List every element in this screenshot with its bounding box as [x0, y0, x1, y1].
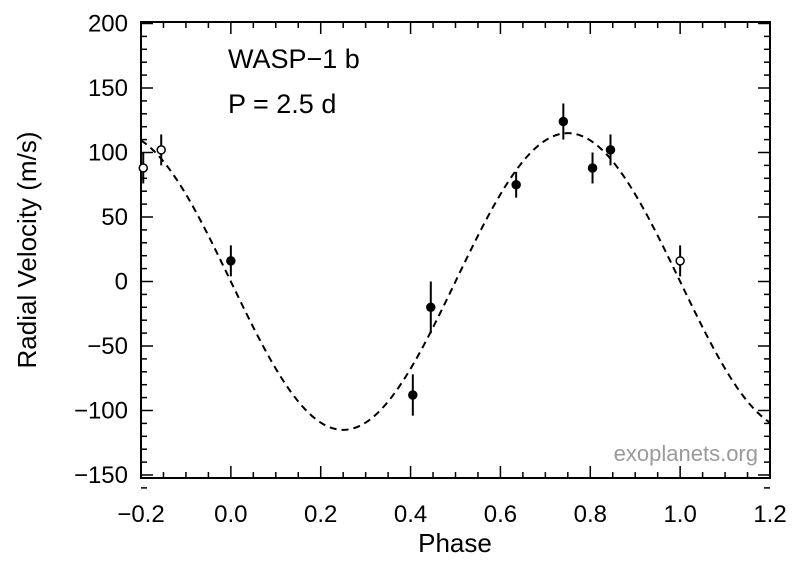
y-tick-label: −150 — [74, 462, 128, 489]
x-tick-label: −0.2 — [117, 501, 164, 528]
y-tick-label: 200 — [88, 11, 128, 38]
open-marker — [675, 256, 685, 266]
x-tick-label: 0.4 — [394, 501, 427, 528]
data-point — [408, 374, 418, 416]
data-point — [511, 171, 521, 198]
wrapped-data-point — [138, 152, 148, 184]
data-point — [558, 103, 569, 140]
x-tick-label: 0.8 — [574, 501, 607, 528]
x-tick-label: 1.0 — [663, 501, 696, 528]
y-tick-label: 0 — [115, 269, 128, 296]
data-point — [426, 281, 436, 334]
wrapped-data-point — [156, 134, 166, 166]
data-points — [138, 103, 685, 416]
filled-marker — [426, 302, 436, 313]
planet-name-label: WASP−1 b — [228, 44, 360, 74]
x-tick-label: 0.0 — [214, 501, 247, 528]
x-tick-label: 0.6 — [484, 501, 517, 528]
data-point — [605, 134, 616, 166]
y-tick-label: 100 — [88, 140, 128, 167]
filled-marker — [408, 390, 418, 400]
x-tick-label: 0.2 — [304, 501, 337, 528]
open-marker — [156, 145, 166, 155]
y-tick-labels: −150 −100 −50 0 50 100 150 200 — [74, 11, 128, 490]
filled-marker — [511, 180, 521, 190]
wrapped-data-point — [675, 245, 685, 277]
model-curve — [140, 132, 771, 431]
data-point — [587, 152, 598, 184]
y-tick-label: −50 — [87, 333, 128, 360]
filled-marker — [587, 163, 598, 173]
filled-marker — [605, 145, 616, 155]
x-tick-label: 1.2 — [753, 501, 786, 528]
x-axis-title: Phase — [418, 528, 492, 558]
y-tick-label: 150 — [88, 75, 128, 102]
y-tick-label: −100 — [74, 398, 128, 425]
axis-ticks — [140, 22, 771, 489]
filled-marker — [226, 256, 236, 266]
y-axis-title: Radial Velocity (m/s) — [12, 132, 42, 369]
filled-marker — [558, 116, 569, 127]
y-tick-label: 50 — [101, 204, 128, 231]
data-point — [226, 245, 236, 277]
open-marker — [138, 163, 148, 173]
period-label: P = 2.5 d — [228, 89, 336, 119]
watermark: exoplanets.org — [614, 441, 758, 466]
x-tick-labels: −0.2 0.0 0.2 0.4 0.6 0.8 1.0 1.2 — [117, 501, 786, 528]
